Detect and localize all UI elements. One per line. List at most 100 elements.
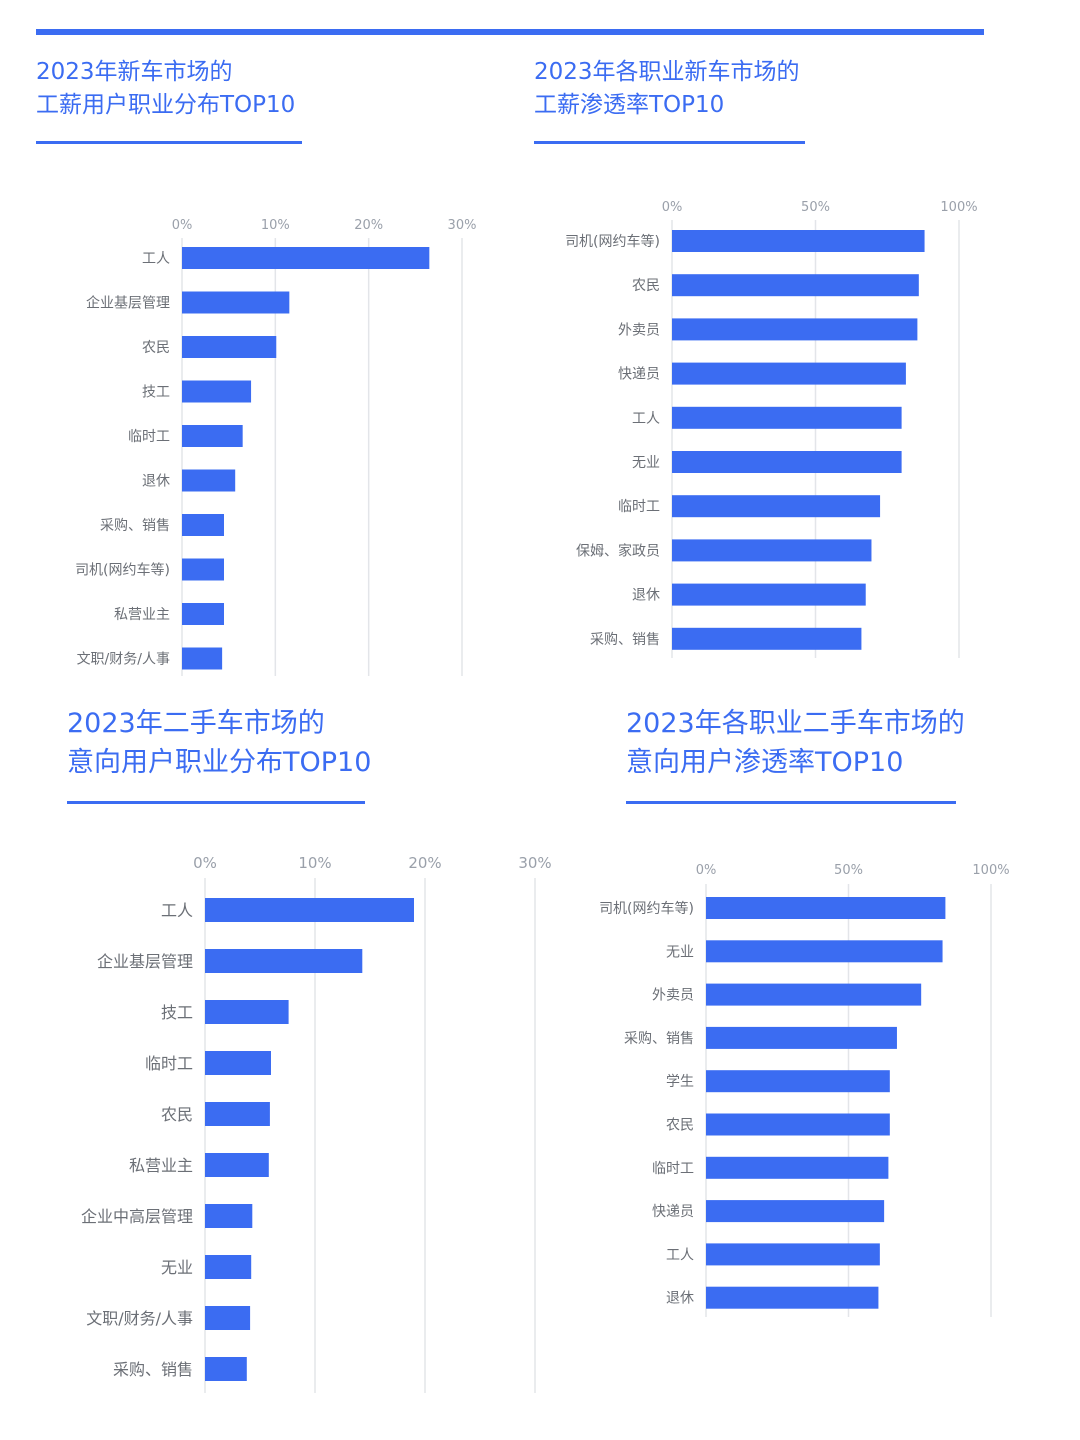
category-label: 农民 — [666, 1118, 694, 1134]
category-label: 农民 — [142, 340, 170, 356]
bar — [205, 949, 363, 973]
category-label: 外卖员 — [652, 988, 694, 1004]
category-label: 无业 — [666, 944, 694, 960]
bar — [706, 1156, 889, 1179]
bar — [182, 425, 243, 447]
category-label: 临时工 — [652, 1161, 694, 1177]
x-tick-label: 50% — [801, 200, 830, 215]
x-tick-label: 30% — [518, 854, 551, 872]
bar — [205, 1357, 247, 1381]
x-tick-label: 0% — [193, 854, 217, 872]
panel-title-underline — [626, 801, 956, 804]
bar — [706, 1200, 885, 1223]
category-label: 农民 — [632, 278, 660, 294]
bar — [182, 336, 277, 358]
category-label: 企业基层管理 — [86, 295, 170, 312]
category-label: 临时工 — [618, 499, 660, 515]
category-label: 采购、销售 — [100, 518, 170, 534]
bar — [205, 1204, 253, 1228]
bar — [672, 230, 925, 252]
top-accent-rule — [36, 29, 984, 35]
panel-title-line1: 2023年各职业二手车市场的 — [626, 708, 965, 739]
bar — [205, 1255, 252, 1279]
bar — [182, 558, 224, 581]
bar — [672, 627, 862, 650]
category-label: 无业 — [632, 455, 660, 471]
bar — [205, 1000, 289, 1024]
category-label: 私营业主 — [129, 1156, 193, 1175]
category-label: 司机(网约车等) — [599, 900, 694, 917]
panel-title-line2: 工薪渗透率TOP10 — [534, 92, 725, 119]
x-tick-label: 0% — [172, 218, 193, 233]
category-label: 农民 — [161, 1105, 193, 1124]
panel-title-underline — [36, 141, 302, 144]
panel-title-line1: 2023年新车市场的 — [36, 59, 233, 85]
panel-title-line2: 意向用户渗透率TOP10 — [626, 747, 904, 779]
bar — [205, 1306, 251, 1330]
bar — [672, 274, 919, 297]
panel-title-underline — [67, 801, 365, 804]
bar — [706, 1070, 890, 1093]
category-label: 工人 — [161, 901, 193, 920]
bar — [706, 983, 922, 1006]
x-tick-label: 0% — [696, 863, 717, 878]
panel-title-line1: 2023年二手车市场的 — [67, 708, 325, 739]
category-label: 工人 — [666, 1247, 694, 1263]
panel-title-line1: 2023年各职业新车市场的 — [534, 59, 800, 85]
category-label: 外卖员 — [618, 322, 660, 338]
category-label: 技工 — [161, 1003, 193, 1022]
category-label: 学生 — [666, 1074, 694, 1090]
bar — [182, 647, 223, 670]
bar — [672, 495, 881, 518]
bar — [706, 1286, 879, 1309]
bar — [205, 898, 414, 922]
category-label: 企业中高层管理 — [81, 1207, 193, 1226]
bar — [672, 318, 918, 341]
category-label: 临时工 — [128, 429, 170, 445]
panel-title-line2: 工薪用户职业分布TOP10 — [36, 92, 296, 119]
x-tick-label: 20% — [354, 218, 383, 233]
x-tick-label: 20% — [408, 854, 441, 872]
category-label: 文职/财务/人事 — [77, 652, 170, 668]
category-label: 无业 — [161, 1258, 193, 1277]
bar — [205, 1153, 269, 1177]
bar — [182, 514, 224, 536]
bar — [672, 583, 866, 606]
x-tick-label: 100% — [972, 863, 1009, 878]
panel-title-line2: 意向用户职业分布TOP10 — [67, 747, 372, 779]
bar — [182, 247, 430, 269]
x-tick-label: 10% — [261, 218, 290, 233]
bar — [706, 1026, 897, 1049]
category-label: 采购、销售 — [624, 1031, 694, 1047]
category-label: 采购、销售 — [113, 1360, 193, 1379]
category-label: 快递员 — [618, 367, 660, 383]
chart-1: 0% 10% 20% 30% 工人企业基层管理农民技工临时工退休采购、销售司机(网约车等… — [75, 218, 476, 676]
category-label: 工人 — [142, 251, 170, 267]
bar — [706, 940, 943, 963]
bar — [182, 291, 290, 314]
category-label: 司机(网约车等) — [565, 233, 660, 250]
category-label: 保姆、家政员 — [576, 542, 660, 559]
chart-4: 0% 50% 100% 司机(网约车等) 无业外卖员采购、销售学生农民临时工快递员工人退… — [599, 863, 1010, 1317]
panel-title-used-car-penetration: 2023年各职业二手车市场的 意向用户渗透率TOP10 — [626, 704, 965, 782]
panel-title-underline — [534, 141, 805, 144]
bar — [672, 539, 872, 562]
category-label: 采购、销售 — [590, 632, 660, 648]
bar — [205, 1102, 270, 1126]
x-tick-label: 30% — [448, 218, 477, 233]
bar — [706, 1243, 880, 1266]
category-label: 退休 — [666, 1291, 694, 1307]
bar — [706, 897, 946, 919]
category-label: 企业基层管理 — [97, 952, 193, 971]
panel-title-new-car-penetration: 2023年各职业新车市场的 工薪渗透率TOP10 — [534, 56, 800, 123]
bar — [672, 362, 906, 385]
category-label: 技工 — [142, 385, 170, 401]
chart-3: 0% 10% 20% 30% 工人企业基层管理技工临时工农民私营业主企业中高层管理无业文… — [81, 854, 552, 1393]
category-label: 文职/财务/人事 — [86, 1309, 193, 1328]
bar — [672, 451, 902, 473]
x-tick-label: 100% — [940, 200, 977, 215]
bar — [672, 406, 902, 429]
x-tick-label: 50% — [834, 863, 863, 878]
category-label: 快递员 — [652, 1204, 694, 1220]
